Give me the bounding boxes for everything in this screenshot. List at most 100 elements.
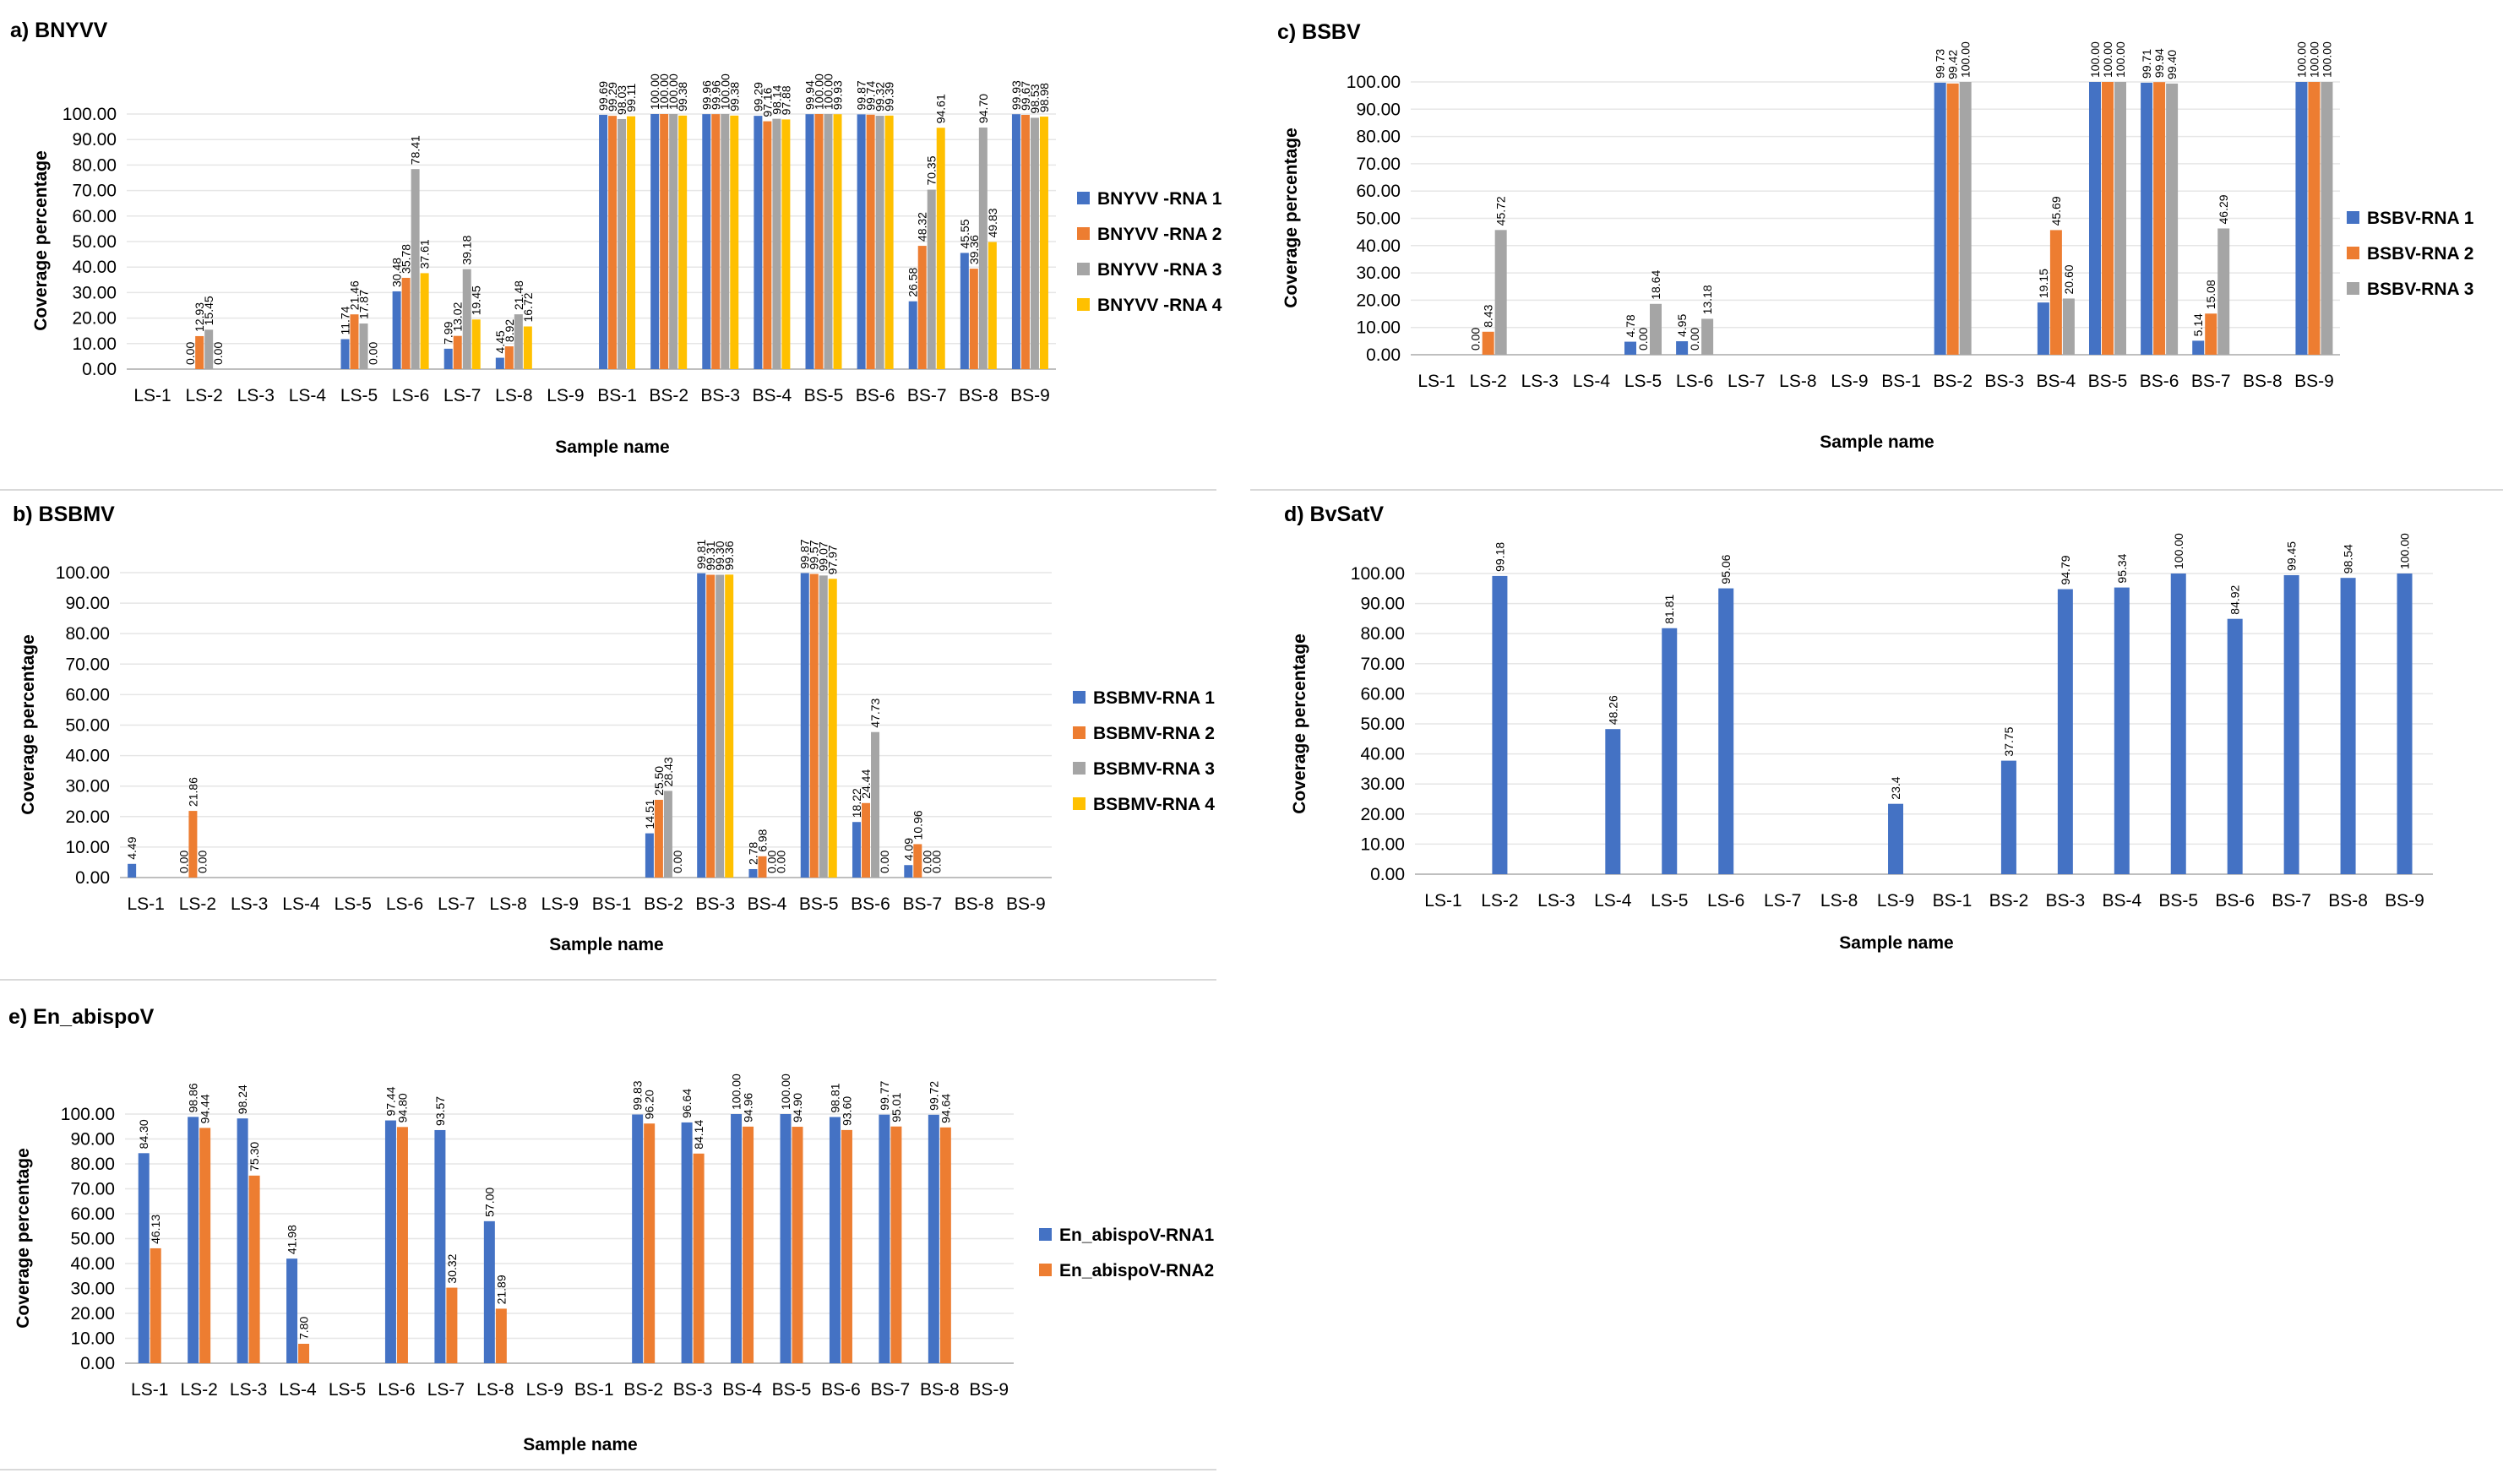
chart-a-data-label: 100.00 xyxy=(657,73,671,110)
chart-e-x-tick-label: LS-8 xyxy=(476,1380,514,1400)
chart-a-data-label: 100.00 xyxy=(822,73,835,110)
chart-a-bar xyxy=(678,115,688,369)
chart-a-x-tick-label: BS-3 xyxy=(700,386,740,405)
chart-e-data-label: 100.00 xyxy=(730,1074,743,1110)
chart-c-x-tick-label: LS-6 xyxy=(1676,372,1713,391)
chart-b-y-tick-label: 60.00 xyxy=(65,685,110,704)
chart-a-data-label: 99.29 xyxy=(751,82,765,111)
chart-b-data-label: 14.51 xyxy=(643,799,656,829)
chart-e-data-label: 84.30 xyxy=(137,1119,150,1149)
chart-d-data-label: 81.81 xyxy=(1662,595,1676,624)
chart-a-x-tick-label: BS-4 xyxy=(753,386,792,405)
chart-b-bar xyxy=(725,574,734,878)
chart-c-x-tick-label: BS-3 xyxy=(1984,372,2024,391)
chart-d-data-label: 99.18 xyxy=(1493,542,1506,572)
chart-b-bar xyxy=(809,573,819,878)
chart-b-data-label: 99.07 xyxy=(817,541,830,571)
chart-b-legend-swatch xyxy=(1073,691,1086,704)
chart-e-data-label: 98.81 xyxy=(828,1083,841,1112)
chart-c-y-tick-label: 40.00 xyxy=(1356,236,1401,256)
chart-a-bar xyxy=(401,277,411,369)
chart-c-data-label: 99.71 xyxy=(2140,49,2153,79)
chart-e-data-label: 94.44 xyxy=(199,1094,212,1123)
chart-a-bar xyxy=(471,319,481,369)
chart-a-bar xyxy=(350,314,359,369)
chart-d-x-tick-label: LS-7 xyxy=(1764,891,1801,911)
chart-d-x-tick-label: LS-3 xyxy=(1537,891,1575,911)
chart-a-legend-swatch xyxy=(1077,227,1090,240)
chart-e-bar xyxy=(743,1126,754,1363)
chart-a-y-tick-label: 100.00 xyxy=(63,105,117,124)
chart-d-y-tick-label: 30.00 xyxy=(1360,775,1405,794)
chart-c-data-label: 0.00 xyxy=(1688,328,1701,351)
chart-c-y-tick-label: 50.00 xyxy=(1356,209,1401,229)
chart-d-x-tick-label: BS-7 xyxy=(2272,891,2311,911)
chart-e-data-label: 99.72 xyxy=(927,1081,940,1111)
chart-a-data-label: 98.14 xyxy=(770,84,783,114)
chart-e-data-label: 94.64 xyxy=(939,1094,952,1123)
chart-a-x-tick-label: BS-6 xyxy=(856,386,895,405)
chart-d-x-tick-label: LS-1 xyxy=(1424,891,1461,911)
chart-b-bar xyxy=(913,844,922,878)
chart-a-bar xyxy=(420,273,429,369)
chart-a-legend-swatch xyxy=(1077,263,1090,275)
chart-b-data-label: 47.73 xyxy=(868,698,882,727)
chart-a-data-label: 45.55 xyxy=(958,219,971,248)
chart-e-x-axis-title: Sample name xyxy=(523,1435,637,1454)
chart-b-data-label: 10.96 xyxy=(911,810,924,840)
chart-c-data-label: 45.72 xyxy=(1494,196,1508,226)
chart-e-x-tick-label: BS-4 xyxy=(722,1380,762,1400)
chart-a-y-tick-label: 40.00 xyxy=(72,258,117,277)
chart-e-bar xyxy=(434,1129,446,1363)
chart-a-bar xyxy=(669,114,678,369)
chart-c-legend-swatch xyxy=(2347,247,2359,259)
chart-c-bar xyxy=(1482,331,1494,355)
chart-d-data-label: 98.54 xyxy=(2342,544,2355,573)
chart-c-bar xyxy=(2089,82,2101,355)
chart-e-bar xyxy=(495,1308,507,1363)
chart-b-legend-label: BSBMV-RNA 4 xyxy=(1093,795,1215,814)
chart-d-y-tick-label: 70.00 xyxy=(1360,655,1405,674)
chart-a-data-label: 99.38 xyxy=(676,82,689,111)
chart-a-data-label: 97.88 xyxy=(779,85,792,115)
chart-c-bar xyxy=(1676,341,1689,355)
chart-b-data-label: 2.78 xyxy=(746,842,759,865)
chart-a-data-label: 98.98 xyxy=(1037,83,1051,112)
chart-a-y-tick-label: 60.00 xyxy=(72,207,117,226)
chart-e-y-tick-label: 0.00 xyxy=(80,1354,115,1373)
chart-b-data-label: 0.00 xyxy=(929,851,943,873)
chart-a-bar xyxy=(978,128,988,370)
chart-c-data-label: 8.43 xyxy=(1482,304,1495,327)
chart-a: a) BNYVV 0.00 10.00 20.00 30.00 40.00 50.00 60.… xyxy=(10,19,1222,457)
chart-c-x-tick-label: BS-7 xyxy=(2191,372,2231,391)
chart-c-y-tick-label: 100.00 xyxy=(1347,73,1401,92)
chart-b-x-tick-label: LS-2 xyxy=(179,894,216,914)
chart-c-data-label: 20.60 xyxy=(2062,264,2076,294)
chart-e-y-tick-label: 100.00 xyxy=(61,1105,115,1124)
chart-a-bar xyxy=(988,242,997,369)
chart-a-legend-swatch xyxy=(1077,298,1090,311)
chart-c-y-tick-label: 60.00 xyxy=(1356,182,1401,201)
chart-e-bar xyxy=(693,1153,705,1363)
chart-c-data-label: 0.00 xyxy=(1469,328,1483,351)
chart-a-bar xyxy=(411,169,420,369)
chart-a-bar xyxy=(814,114,824,369)
chart-b-y-tick-label: 50.00 xyxy=(65,716,110,736)
chart-c-x-tick-label: LS-1 xyxy=(1417,372,1455,391)
chart-c-data-label: 46.29 xyxy=(2217,194,2230,224)
chart-a-bar xyxy=(711,114,721,370)
chart-a-data-label: 100.00 xyxy=(813,73,826,110)
chart-a-bar xyxy=(340,339,350,369)
chart-c-data-label: 100.00 xyxy=(2307,41,2321,78)
chart-a-data-label: 0.00 xyxy=(367,342,380,365)
chart-a-bar xyxy=(908,301,917,369)
chart-d-y-tick-label: 90.00 xyxy=(1360,595,1405,614)
chart-e-y-axis-title: Coverage percentage xyxy=(14,1148,33,1329)
chart-a-data-label: 4.45 xyxy=(493,330,507,353)
chart-a-bar xyxy=(969,269,978,369)
chart-b-x-tick-label: BS-3 xyxy=(695,894,735,914)
chart-e-x-tick-label: BS-8 xyxy=(920,1380,960,1400)
chart-a-data-label: 99.69 xyxy=(596,81,610,111)
chart-a-legend-label: BNYVV -RNA 1 xyxy=(1097,189,1222,209)
chart-d-bar xyxy=(2283,574,2299,874)
